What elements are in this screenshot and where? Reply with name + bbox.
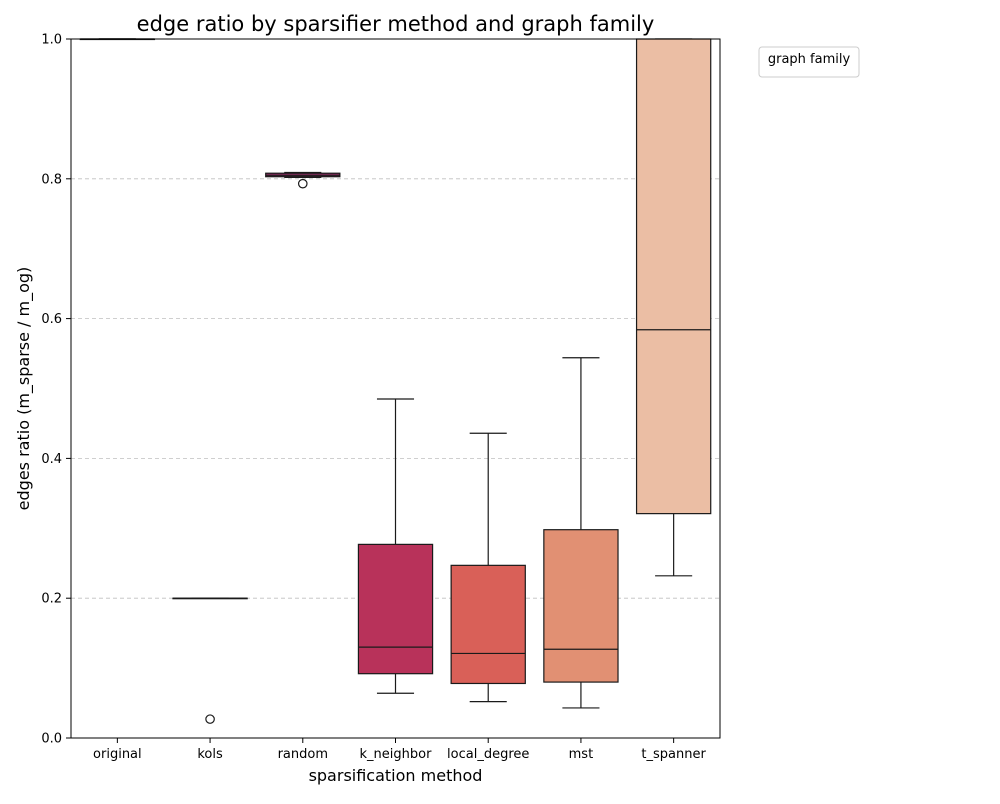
x-tick-label-t_spanner: t_spanner: [641, 747, 706, 762]
y-tick-label: 0.8: [41, 172, 62, 187]
x-tick-label-random: random: [278, 747, 328, 762]
box-k_neighbor: [357, 398, 434, 694]
box-body: [450, 564, 526, 685]
y-axis-label: edges ratio (m_sparse / m_og): [14, 267, 34, 511]
legend: graph family: [758, 46, 860, 78]
x-axis-label: sparsification method: [309, 766, 483, 785]
box-mst: [543, 357, 619, 709]
y-tick-label: 0.4: [41, 452, 62, 467]
x-tick-label-mst: mst: [569, 747, 594, 762]
box-kols: [172, 597, 248, 724]
y-tick-label: 0.2: [41, 592, 62, 607]
x-tick-label-kols: kols: [197, 747, 223, 762]
outlier-point: [297, 178, 308, 189]
x-tick-label-local_degree: local_degree: [447, 747, 529, 762]
x-tick-label-original: original: [93, 747, 142, 762]
outlier-point: [205, 714, 215, 724]
box-random: [265, 171, 341, 189]
box-t_spanner: [635, 38, 712, 577]
boxes: [79, 38, 712, 724]
y-tick-label: 0.6: [41, 312, 62, 327]
axes: 0.0 0.2 0.4 0.6 0.8 1.0 original kols random k_ne…: [41, 33, 706, 763]
legend-title: graph family: [768, 52, 851, 67]
x-tick-label-k_neighbor: k_neighbor: [360, 747, 433, 762]
y-tick-label: 0.0: [41, 732, 62, 747]
y-tick-label: 1.0: [41, 33, 62, 48]
box-body: [543, 529, 619, 683]
legend-box: [758, 46, 860, 78]
chart-title: edge ratio by sparsifier method and grap…: [137, 12, 655, 36]
box-local_degree: [450, 432, 526, 703]
box-body: [357, 543, 434, 675]
box-body: [635, 38, 712, 515]
